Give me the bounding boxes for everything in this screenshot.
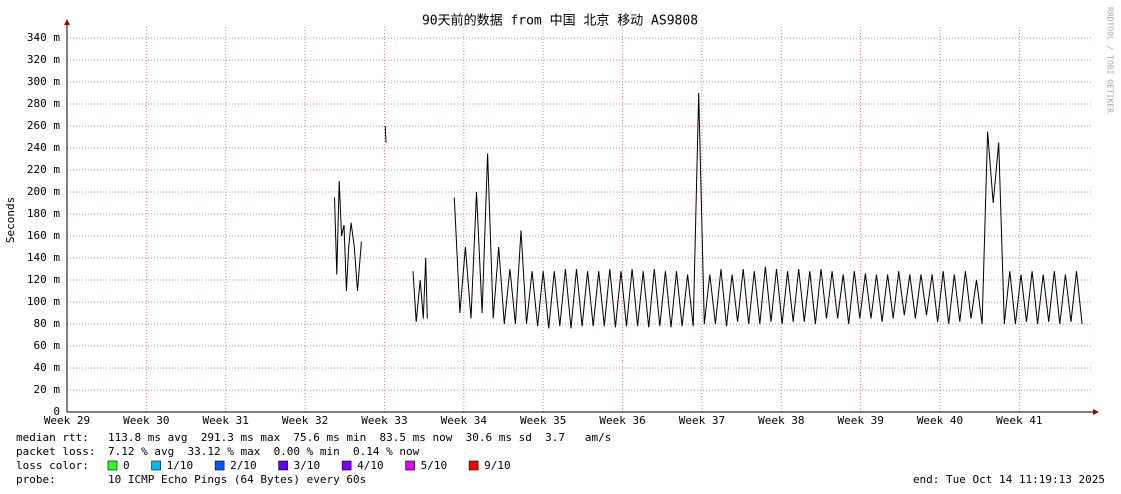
legend-swatch — [214, 460, 225, 471]
stats-label: probe: — [16, 473, 56, 486]
chart-title: 90天前的数据 from 中国 北京 移动 AS9808 — [422, 13, 698, 29]
axis-arrow — [64, 19, 70, 25]
grid — [66, 27, 1093, 413]
y-tick-label: 60 m — [34, 339, 61, 352]
y-tick-label: 20 m — [34, 383, 61, 396]
loss-legend: 0 1/10 2/10 3/10 4/10 5/10 9/10 — [107, 459, 511, 472]
legend-label: 2/10 — [230, 459, 257, 472]
x-tick-label: Week 41 — [996, 414, 1042, 427]
legend-swatch — [107, 460, 118, 471]
legend-label: 1/10 — [167, 459, 194, 472]
x-tick-label: Week 38 — [758, 414, 804, 427]
y-tick-label: 180 m — [27, 207, 60, 220]
x-tick-label: Week 36 — [599, 414, 645, 427]
y-tick-label: 340 m — [27, 31, 60, 44]
y-tick-label: 0 — [53, 405, 60, 418]
y-tick-label: 80 m — [34, 317, 61, 330]
stats-text: 10 ICMP Echo Pings (64 Bytes) every 60s — [108, 473, 366, 486]
legend-swatch — [151, 460, 161, 471]
plot — [334, 92, 1083, 329]
watermark: RRDTOOL / TOBI OETIKER — [1106, 7, 1115, 113]
x-tick-label: Week 35 — [520, 414, 566, 427]
x-tick-label: Week 39 — [837, 414, 883, 427]
y-tick-label: 320 m — [27, 53, 60, 66]
median-line — [334, 92, 1083, 329]
y-tick-label: 140 m — [27, 251, 60, 264]
stats-text: 7.12 % avg 33.12 % max 0.00 % min 0.14 %… — [108, 445, 420, 458]
x-tick-label: Week 29 — [44, 414, 90, 427]
y-axis-label: Seconds — [4, 197, 17, 243]
legend-label: 4/10 — [357, 459, 384, 472]
y-tick-label: 100 m — [27, 295, 60, 308]
y-tick-label: 40 m — [34, 361, 61, 374]
stats-label: median rtt: — [16, 431, 89, 444]
end-time: end: Tue Oct 14 11:19:13 2025 — [913, 473, 1105, 486]
legend-label: 5/10 — [421, 459, 448, 472]
legend-label: 0 — [123, 459, 130, 472]
legend-swatch — [468, 460, 479, 471]
y-tick-label: 300 m — [27, 75, 60, 88]
legend-label: 9/10 — [484, 459, 511, 472]
x-tick-label: Week 31 — [203, 414, 249, 427]
legend-swatch — [341, 460, 352, 471]
y-tick-label: 220 m — [27, 163, 60, 176]
stats-label: packet loss: — [16, 445, 95, 458]
y-tick-label: 200 m — [27, 185, 60, 198]
x-tick-label: Week 33 — [361, 414, 407, 427]
y-tick-label: 280 m — [27, 97, 60, 110]
x-tick-label: Week 37 — [679, 414, 725, 427]
axis-arrow — [1093, 409, 1099, 415]
legend-swatch — [405, 460, 415, 471]
x-tick-label: Week 34 — [441, 414, 488, 427]
stats-text: 113.8 ms avg 291.3 ms max 75.6 ms min 83… — [108, 431, 611, 444]
x-tick-label: Week 32 — [282, 414, 328, 427]
x-tick-label: Week 40 — [917, 414, 963, 427]
y-tick-label: 240 m — [27, 141, 60, 154]
y-tick-label: 120 m — [27, 273, 60, 286]
y-tick-label: 260 m — [27, 119, 60, 132]
y-tick-label: 160 m — [27, 229, 60, 242]
legend-label: 3/10 — [294, 459, 321, 472]
stats-label: loss color: — [16, 459, 89, 472]
legend-swatch — [278, 460, 288, 471]
x-tick-label: Week 30 — [123, 414, 169, 427]
